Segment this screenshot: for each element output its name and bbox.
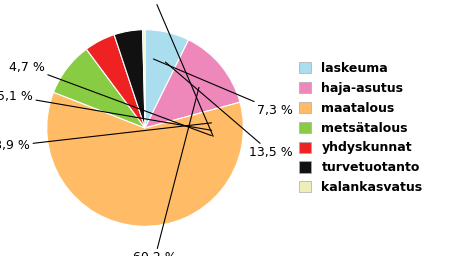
Wedge shape	[87, 35, 145, 128]
Text: 0,4 %: 0,4 %	[135, 0, 213, 136]
Text: 13,5 %: 13,5 %	[165, 62, 293, 159]
Wedge shape	[47, 92, 243, 226]
Wedge shape	[114, 30, 145, 128]
Wedge shape	[145, 40, 240, 128]
Text: 5,1 %: 5,1 %	[0, 90, 212, 130]
Text: 60,2 %: 60,2 %	[133, 87, 199, 256]
Wedge shape	[145, 30, 189, 128]
Wedge shape	[53, 49, 145, 128]
Legend: laskeuma, haja-asutus, maatalous, metsätalous, yhdyskunnat, turvetuotanto, kalan: laskeuma, haja-asutus, maatalous, metsät…	[296, 59, 425, 197]
Wedge shape	[143, 30, 145, 128]
Text: 4,7 %: 4,7 %	[9, 61, 212, 136]
Text: 8,9 %: 8,9 %	[0, 123, 212, 152]
Text: 7,3 %: 7,3 %	[154, 59, 293, 117]
